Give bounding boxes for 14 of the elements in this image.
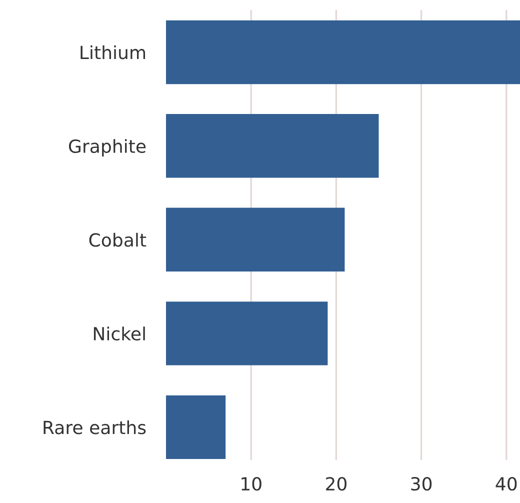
bar <box>166 302 328 366</box>
bar <box>166 20 520 84</box>
y-tick-label: Cobalt <box>89 232 146 247</box>
y-tick-label: Rare earths <box>44 420 146 434</box>
y-tick-label: Lithium <box>80 45 146 60</box>
x-tick-label: 30 <box>411 476 432 491</box>
bar <box>166 208 345 272</box>
bar <box>166 395 226 460</box>
y-tick-label: Nickel <box>94 326 145 341</box>
x-tick-label: 20 <box>326 476 346 491</box>
x-tick-label: 10 <box>242 476 262 491</box>
bar <box>166 114 379 178</box>
x-tick-label: 40 <box>496 476 517 491</box>
y-tick-label: Graphite <box>68 139 146 157</box>
